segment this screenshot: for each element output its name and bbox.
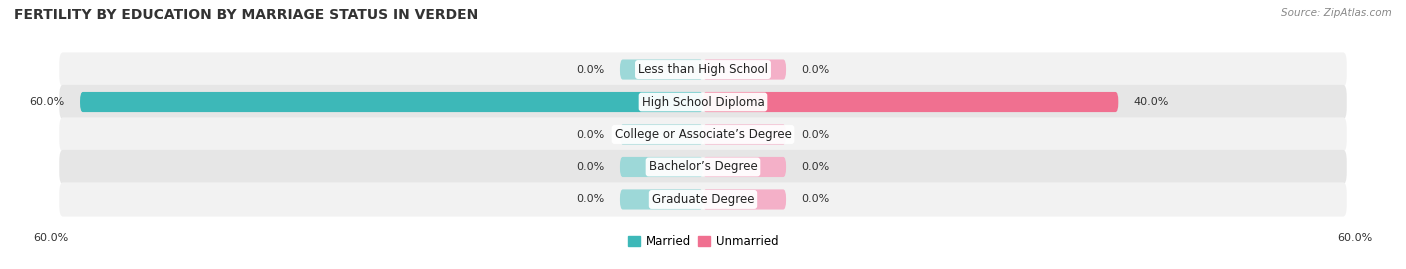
FancyBboxPatch shape xyxy=(59,150,1347,184)
FancyBboxPatch shape xyxy=(620,157,703,177)
FancyBboxPatch shape xyxy=(620,59,703,80)
FancyBboxPatch shape xyxy=(703,125,786,144)
Text: 0.0%: 0.0% xyxy=(801,129,830,140)
Text: 60.0%: 60.0% xyxy=(30,97,65,107)
FancyBboxPatch shape xyxy=(703,92,1118,112)
Text: 0.0%: 0.0% xyxy=(576,65,605,75)
Text: 60.0%: 60.0% xyxy=(1337,233,1372,243)
Legend: Married, Unmarried: Married, Unmarried xyxy=(623,230,783,253)
Text: 0.0%: 0.0% xyxy=(801,194,830,204)
Text: 60.0%: 60.0% xyxy=(34,233,69,243)
Text: 0.0%: 0.0% xyxy=(576,162,605,172)
Text: FERTILITY BY EDUCATION BY MARRIAGE STATUS IN VERDEN: FERTILITY BY EDUCATION BY MARRIAGE STATU… xyxy=(14,8,478,22)
FancyBboxPatch shape xyxy=(59,182,1347,217)
Text: 0.0%: 0.0% xyxy=(576,194,605,204)
Text: College or Associate’s Degree: College or Associate’s Degree xyxy=(614,128,792,141)
FancyBboxPatch shape xyxy=(620,189,703,210)
FancyBboxPatch shape xyxy=(620,125,703,144)
FancyBboxPatch shape xyxy=(59,85,1347,119)
Text: 0.0%: 0.0% xyxy=(576,129,605,140)
FancyBboxPatch shape xyxy=(703,157,786,177)
Text: Less than High School: Less than High School xyxy=(638,63,768,76)
Text: 40.0%: 40.0% xyxy=(1133,97,1170,107)
Text: Graduate Degree: Graduate Degree xyxy=(652,193,754,206)
Text: Bachelor’s Degree: Bachelor’s Degree xyxy=(648,161,758,174)
FancyBboxPatch shape xyxy=(703,189,786,210)
Text: Source: ZipAtlas.com: Source: ZipAtlas.com xyxy=(1281,8,1392,18)
FancyBboxPatch shape xyxy=(703,59,786,80)
FancyBboxPatch shape xyxy=(59,52,1347,87)
Text: 0.0%: 0.0% xyxy=(801,65,830,75)
FancyBboxPatch shape xyxy=(59,117,1347,152)
Text: 0.0%: 0.0% xyxy=(801,162,830,172)
Text: High School Diploma: High School Diploma xyxy=(641,95,765,108)
FancyBboxPatch shape xyxy=(80,92,703,112)
